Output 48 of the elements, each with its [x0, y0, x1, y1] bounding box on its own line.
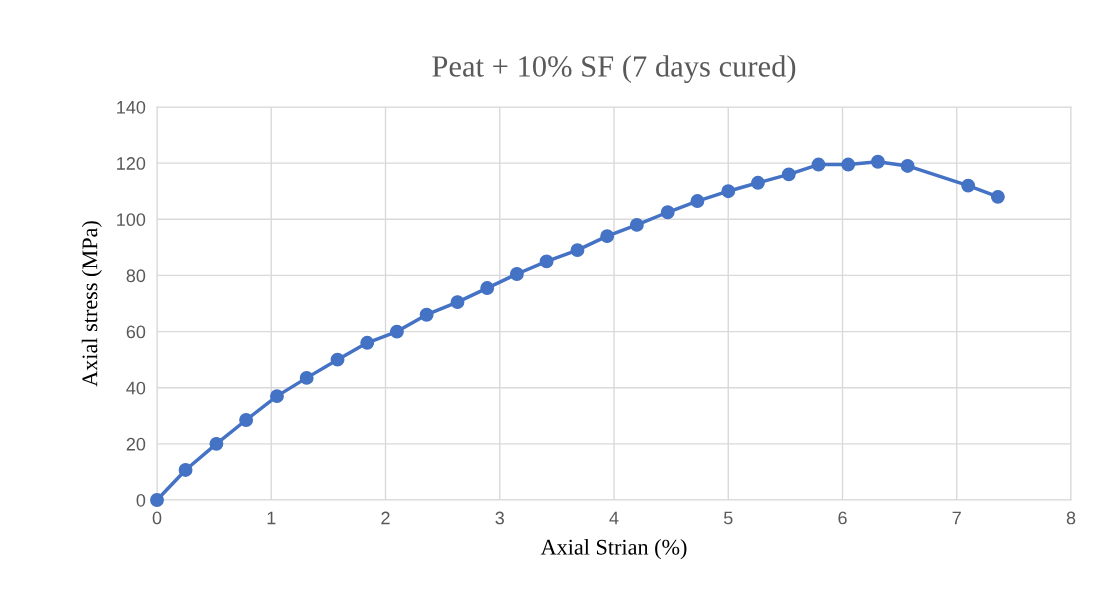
point	[600, 229, 615, 244]
x-tick-label: 1	[267, 511, 276, 525]
point	[629, 217, 644, 232]
point	[721, 184, 736, 199]
point	[480, 281, 495, 296]
point	[509, 267, 524, 281]
point	[870, 154, 885, 169]
point	[419, 307, 434, 322]
x-tick-label: 2	[381, 511, 390, 525]
point	[841, 157, 856, 172]
x-tick-label: 6	[838, 511, 847, 525]
y-tick-label: 120	[117, 157, 146, 170]
point	[900, 159, 915, 173]
point	[150, 493, 164, 507]
y-tick-label: 100	[117, 213, 146, 227]
x-axis-title: Axial Strian (%)	[540, 539, 687, 560]
x-tick-label: 0	[152, 511, 162, 525]
y-tick-label: 140	[117, 100, 146, 114]
point	[961, 178, 976, 193]
point	[389, 324, 404, 339]
y-tick-label: 20	[126, 437, 146, 451]
y-tick-label: 60	[126, 325, 146, 339]
y-tick-label: 40	[126, 381, 146, 395]
point	[330, 352, 345, 367]
point	[781, 167, 796, 182]
point	[360, 335, 375, 350]
point	[539, 254, 554, 269]
point	[450, 295, 465, 310]
x-tick-label: 5	[723, 511, 733, 525]
point	[299, 370, 314, 385]
x-tick-label: 8	[1066, 511, 1076, 525]
x-tick-label: 3	[495, 511, 504, 525]
point	[811, 157, 826, 172]
y-tick-label: 0	[136, 493, 146, 507]
chart-title: Peat + 10% SF (7 days cured)	[432, 55, 796, 84]
x-tick-label: 7	[952, 511, 961, 525]
point	[270, 389, 284, 404]
x-tick-label: 4	[609, 511, 619, 525]
point	[751, 175, 765, 190]
y-axis-title: Axial stress (MPa)	[81, 221, 102, 387]
point	[690, 194, 705, 208]
point	[660, 205, 675, 220]
point	[990, 189, 1005, 204]
y-tick-label: 80	[126, 269, 146, 283]
point	[178, 463, 193, 477]
point	[570, 243, 585, 258]
point	[239, 413, 254, 427]
point	[209, 436, 224, 451]
